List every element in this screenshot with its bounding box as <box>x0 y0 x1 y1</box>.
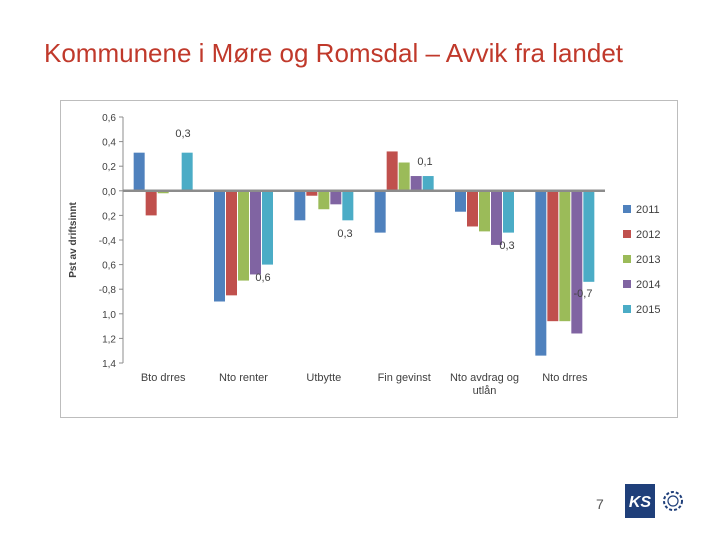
legend-label: 2012 <box>636 229 660 241</box>
bar-2014 <box>250 190 261 275</box>
y-axis-title: Pst av driftsinnt <box>68 202 79 278</box>
data-annotation: 0,3 <box>337 228 352 240</box>
y-tick-label: -0,8 <box>99 285 117 296</box>
bar-2012 <box>547 190 559 322</box>
legend-label: 2015 <box>636 304 660 316</box>
bar-2012 <box>306 190 318 196</box>
x-category-label: Nto renter <box>219 372 268 384</box>
bar-2011 <box>374 190 386 233</box>
y-tick-label: 0,2 <box>102 162 116 173</box>
y-tick-label: 0,4 <box>102 138 116 149</box>
bar-2014 <box>491 190 502 245</box>
bar-2013 <box>318 190 330 210</box>
bar-chart: 0,6 0,4 0,2 0,0 0,2 -0,4 0,6 -0,8 1,0 1,2 1,4 Pst a… <box>68 113 660 397</box>
x-category-label: Utbytte <box>306 372 341 384</box>
x-category-label: Nto avdrag og <box>450 372 519 384</box>
x-category-label: Bto drres <box>141 372 186 384</box>
bar-2012 <box>467 190 478 227</box>
logo-ring-icon <box>663 491 683 511</box>
y-tick-label: -0,4 <box>99 236 117 247</box>
legend-label: 2013 <box>636 254 660 266</box>
data-annotation: -0,7 <box>574 288 593 300</box>
bar-2013 <box>238 190 249 281</box>
legend-swatch-2012 <box>623 230 631 238</box>
bar-2015 <box>342 190 354 221</box>
slide-title: Kommunene i Møre og Romsdal – Avvik fra … <box>44 38 624 68</box>
logo-text: KS <box>629 494 652 511</box>
page-number: 7 <box>596 496 604 512</box>
bar-2012 <box>145 190 157 216</box>
legend-swatch-2011 <box>623 205 631 213</box>
y-tick-label: 1,4 <box>102 359 116 370</box>
y-tick-label: 1,0 <box>102 310 116 321</box>
legend-label: 2011 <box>636 204 660 216</box>
legend-swatch-2013 <box>623 255 631 263</box>
bar-2011 <box>535 190 547 356</box>
bar-2012 <box>386 151 398 191</box>
bar-2015 <box>503 190 514 233</box>
bar-2011 <box>455 190 466 212</box>
bar-2014 <box>330 190 342 205</box>
data-annotation: 0,1 <box>417 156 432 168</box>
bar-2014 <box>410 176 422 191</box>
x-category-label: utlån <box>473 385 497 397</box>
bar-2012 <box>226 190 237 296</box>
bar-2015 <box>583 190 595 282</box>
y-tick-label: 1,2 <box>102 334 116 345</box>
data-annotation: 0,6 <box>255 272 270 284</box>
legend-swatch-2014 <box>623 280 631 288</box>
x-category-label: Nto drres <box>542 372 588 384</box>
y-tick-label: 0,0 <box>102 187 116 198</box>
bar-2013 <box>479 190 490 232</box>
bar-2011 <box>133 152 145 191</box>
bar-2015 <box>181 152 193 191</box>
chart-frame: 0,6 0,4 0,2 0,0 0,2 -0,4 0,6 -0,8 1,0 1,2 1,4 Pst a… <box>60 100 678 418</box>
bar-2011 <box>214 190 225 302</box>
ks-logo: KS <box>625 484 689 518</box>
logo-box <box>625 484 655 518</box>
data-annotation: 0,3 <box>499 240 514 252</box>
bar-2013 <box>398 162 410 191</box>
bar-2013 <box>559 190 571 322</box>
x-category-label: Fin gevinst <box>378 372 431 384</box>
data-annotation: 0,3 <box>175 128 190 140</box>
y-tick-label: 0,2 <box>102 211 116 222</box>
bar-2011 <box>294 190 306 221</box>
y-tick-label: 0,6 <box>102 261 116 272</box>
bar-2015 <box>262 190 273 265</box>
legend-swatch-2015 <box>623 305 631 313</box>
bar-2014 <box>571 190 583 334</box>
bar-2015 <box>422 176 434 191</box>
y-tick-label: 0,6 <box>102 113 116 124</box>
legend-label: 2014 <box>636 279 660 291</box>
